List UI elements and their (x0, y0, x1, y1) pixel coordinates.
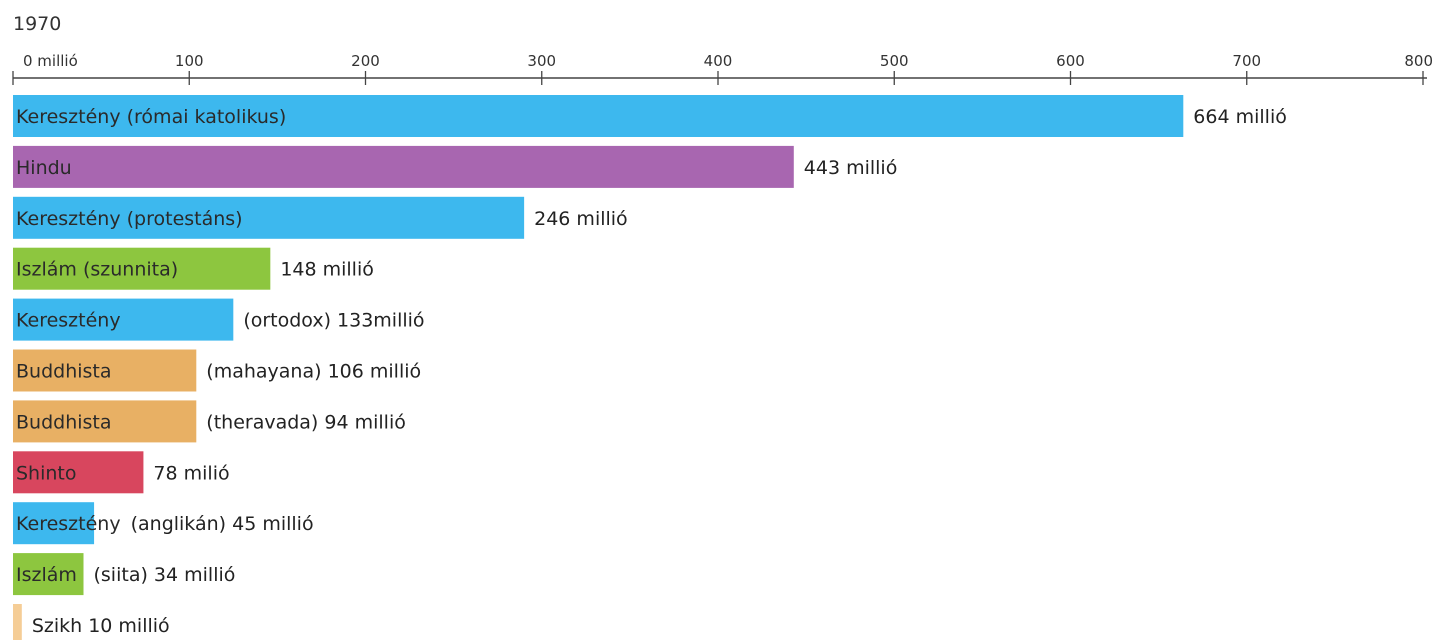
bar-row: Keresztény (ortodox) 133millió (13, 298, 425, 341)
bar (13, 145, 794, 188)
bar-category-label: Keresztény (16, 310, 121, 332)
bar-row: Keresztény (protestáns) 246 millió (13, 196, 628, 239)
x-tick-label: 400 (704, 52, 733, 70)
bar-row: Keresztény (római katolikus) 664 millió (13, 95, 1287, 137)
bars-group: Keresztény (római katolikus) 664 millió Hi… (13, 95, 1287, 640)
bar-category-label: Buddhista (16, 361, 112, 383)
bar-category-label: Keresztény (16, 513, 121, 535)
bar-category-label: Iszlám (16, 564, 77, 586)
x-tick-label: 500 (880, 52, 909, 70)
bar-category-label: Shinto (16, 462, 77, 484)
bar (13, 604, 22, 640)
bar-value-label: 443 millió (804, 157, 898, 179)
bar (13, 400, 197, 443)
bar-value-label: (mahayana) 106 millió (206, 361, 421, 383)
x-tick-label: 0 millió (23, 52, 78, 70)
bar-category-label: Iszlám (szunnita) (16, 259, 178, 281)
bar-row: Buddhista (mahayana) 106 millió (13, 349, 421, 392)
bar-row: Szikh 10 millió (13, 604, 170, 640)
x-tick-label: 300 (527, 52, 556, 70)
bar-value-label: 148 millió (280, 259, 374, 281)
bar-row: Iszlám (siita) 34 millió (13, 553, 236, 596)
bar-category-label: Hindu (16, 157, 72, 179)
bar-value-label: (siita) 34 millió (94, 564, 236, 586)
bar-value-label: 246 millió (534, 208, 628, 230)
bar-value-label: 78 milió (153, 462, 229, 484)
bar (13, 553, 84, 596)
bar-category-label: Buddhista (16, 411, 112, 433)
bar (13, 451, 144, 494)
bar (13, 502, 95, 545)
x-tick-label: 700 (1232, 52, 1261, 70)
bar-value-label: 664 millió (1193, 106, 1287, 128)
x-axis: 0 millió 100 200 300 400 500 600 700 800 (12, 52, 1433, 85)
bar (13, 298, 234, 341)
bar-value-label: (ortodox) 133millió (243, 310, 424, 332)
bar-row: Buddhista (theravada) 94 millió (13, 400, 406, 443)
bar-row: Iszlám (szunnita) 148 millió (13, 247, 374, 290)
x-tick-label: 800 (1404, 52, 1433, 70)
bar-category-label: Keresztény (római katolikus) (16, 106, 286, 128)
bar (13, 349, 197, 392)
bar-row: Hindu 443 millió (13, 145, 898, 188)
x-tick-label: 600 (1056, 52, 1085, 70)
x-tick-label: 100 (175, 52, 204, 70)
chart-title: 1970 (13, 13, 61, 35)
bar-row: Shinto 78 milió (13, 451, 230, 494)
x-tick-label: 200 (351, 52, 380, 70)
bar-value-label: Szikh 10 millió (32, 615, 170, 637)
bar-category-label: Keresztény (protestáns) (16, 208, 243, 230)
bar (13, 95, 1184, 137)
bar (13, 247, 271, 290)
bar-row: Keresztény (anglikán) 45 millió (13, 502, 314, 545)
bar-value-label: (theravada) 94 millió (206, 411, 406, 433)
bar-value-label: (anglikán) 45 millió (131, 513, 314, 535)
bar (13, 196, 525, 239)
